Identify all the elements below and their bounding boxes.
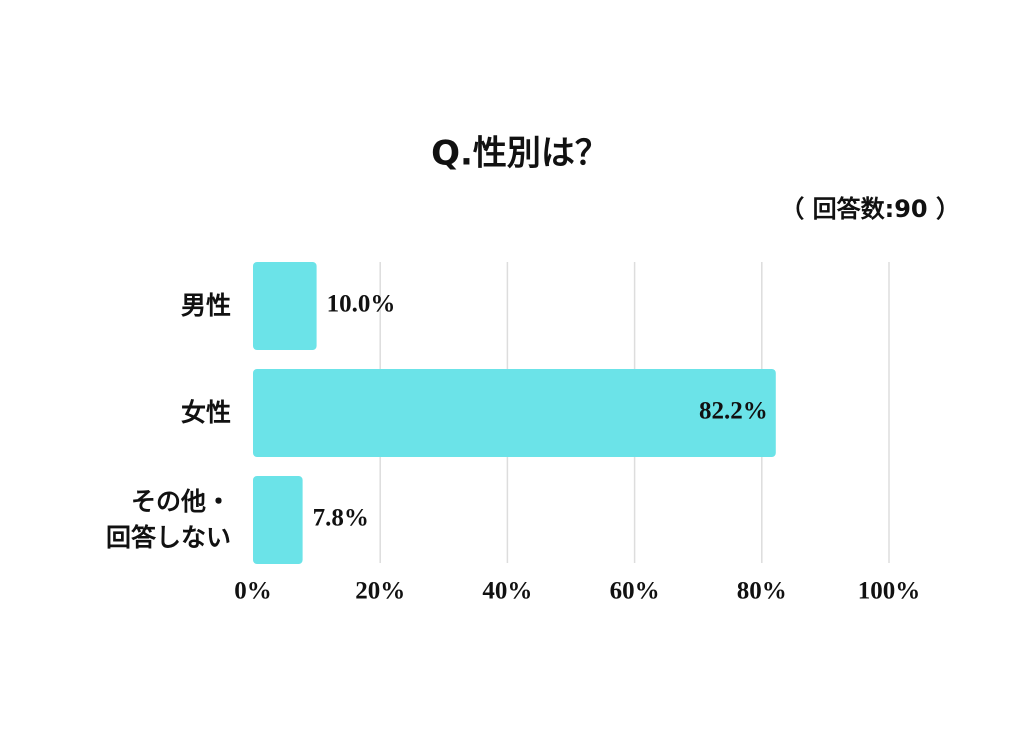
x-tick-label: 40%	[482, 578, 532, 605]
x-tick-label: 80%	[737, 578, 787, 605]
value-label: 7.8%	[313, 505, 369, 532]
chart-subtitle: （ 回答数:90 ）	[780, 195, 960, 223]
y-tick-label: その他・ 回答しない	[105, 487, 231, 552]
y-tick-label: 女性	[180, 398, 231, 427]
bar	[253, 369, 776, 457]
value-label: 82.2%	[699, 398, 768, 425]
y-tick-label: 男性	[180, 291, 231, 320]
x-tick-label: 20%	[355, 578, 405, 605]
chart-title: Q.性別は？	[431, 134, 609, 174]
bar	[253, 476, 303, 564]
bar	[253, 262, 317, 350]
x-tick-label: 100%	[858, 578, 921, 605]
x-tick-label: 60%	[610, 578, 660, 605]
value-label: 10.0%	[327, 291, 396, 318]
x-tick-label: 0%	[234, 578, 272, 605]
